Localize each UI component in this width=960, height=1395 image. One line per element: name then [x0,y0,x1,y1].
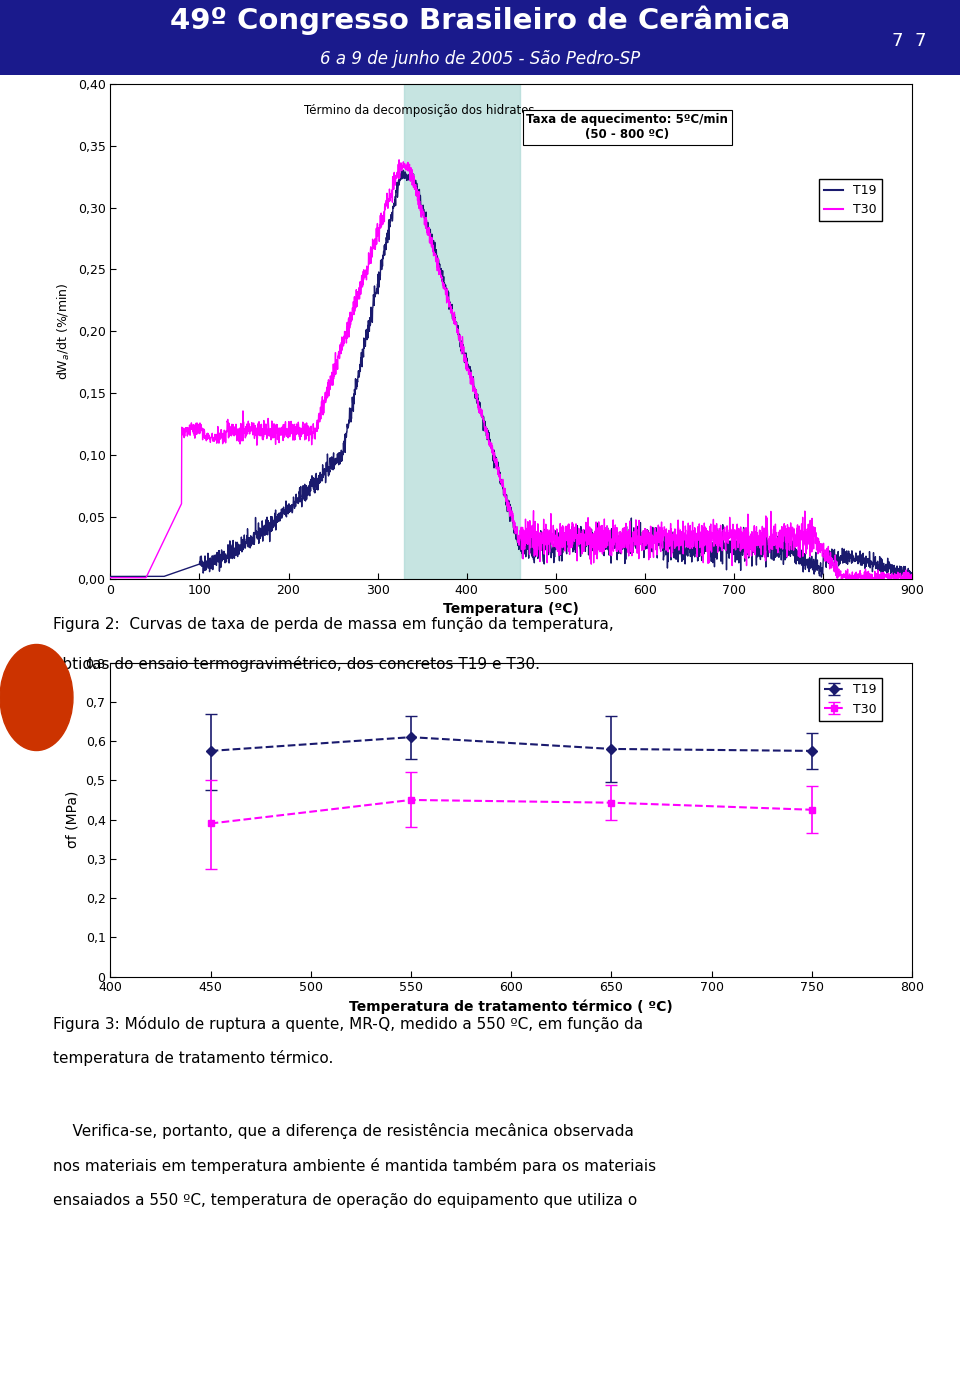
T19 [906,571,918,587]
Text: Taxa de aquecimento: 5ºC/min
(50 - 800 ºC): Taxa de aquecimento: 5ºC/min (50 - 800 º… [526,113,729,141]
T30 [394,152,405,169]
T30 [835,571,847,587]
Y-axis label: dW$_a$/dt (%/min): dW$_a$/dt (%/min) [56,283,72,379]
T30 [412,191,423,208]
T19 [396,162,407,179]
Bar [404,84,520,579]
T19 [105,568,116,585]
Text: Figura 2:  Curvas de taxa de perda de massa em função da temperatura,: Figura 2: Curvas de taxa de perda de mas… [53,617,613,632]
T30 [105,569,116,586]
T19 [891,571,902,587]
T30 [891,566,902,583]
Line: T19: T19 [110,170,912,579]
T30 [804,512,816,529]
T30 [906,571,918,587]
Text: Verifica-se, portanto, que a diferença de resistência mecânica observada: Verifica-se, portanto, que a diferença d… [53,1123,634,1138]
T30 [244,416,255,432]
T19 [901,571,913,587]
T19 [804,558,816,575]
Text: 7  7: 7 7 [892,32,926,50]
Text: temperatura de tratamento térmico.: temperatura de tratamento térmico. [53,1050,333,1066]
T19 [196,558,207,575]
Text: Término da decomposição dos hidratos: Término da decomposição dos hidratos [303,103,535,117]
Legend: T19, T30: T19, T30 [819,179,881,222]
Text: nos materiais em temperatura ambiente é mantida também para os materiais: nos materiais em temperatura ambiente é … [53,1158,656,1173]
T19 [447,308,459,325]
Text: 6 a 9 de junho de 2005 - São Pedro-SP: 6 a 9 de junho de 2005 - São Pedro-SP [320,50,640,68]
Line: T30: T30 [110,160,912,579]
Legend: T19, T30: T19, T30 [819,678,881,721]
Text: ensaiados a 550 ºC, temperatura de operação do equipamento que utiliza o: ensaiados a 550 ºC, temperatura de opera… [53,1193,637,1208]
X-axis label: Temperatura (ºC): Temperatura (ºC) [444,603,579,617]
Text: obtidas do ensaio termogravimétrico, dos concretos T19 e T30.: obtidas do ensaio termogravimétrico, dos… [53,656,540,671]
X-axis label: Temperatura de tratamento térmico ( ºC): Temperatura de tratamento térmico ( ºC) [349,1000,673,1014]
T30 [196,420,207,437]
T19 [244,530,255,547]
Text: 49º Congresso Brasileiro de Cerâmica: 49º Congresso Brasileiro de Cerâmica [170,6,790,35]
Text: Figura 3: Módulo de ruptura a quente, MR-Q, medido a 550 ºC, em função da: Figura 3: Módulo de ruptura a quente, MR… [53,1016,643,1031]
T19 [412,181,423,198]
T30 [447,311,459,328]
Y-axis label: σf (MPa): σf (MPa) [66,791,80,848]
